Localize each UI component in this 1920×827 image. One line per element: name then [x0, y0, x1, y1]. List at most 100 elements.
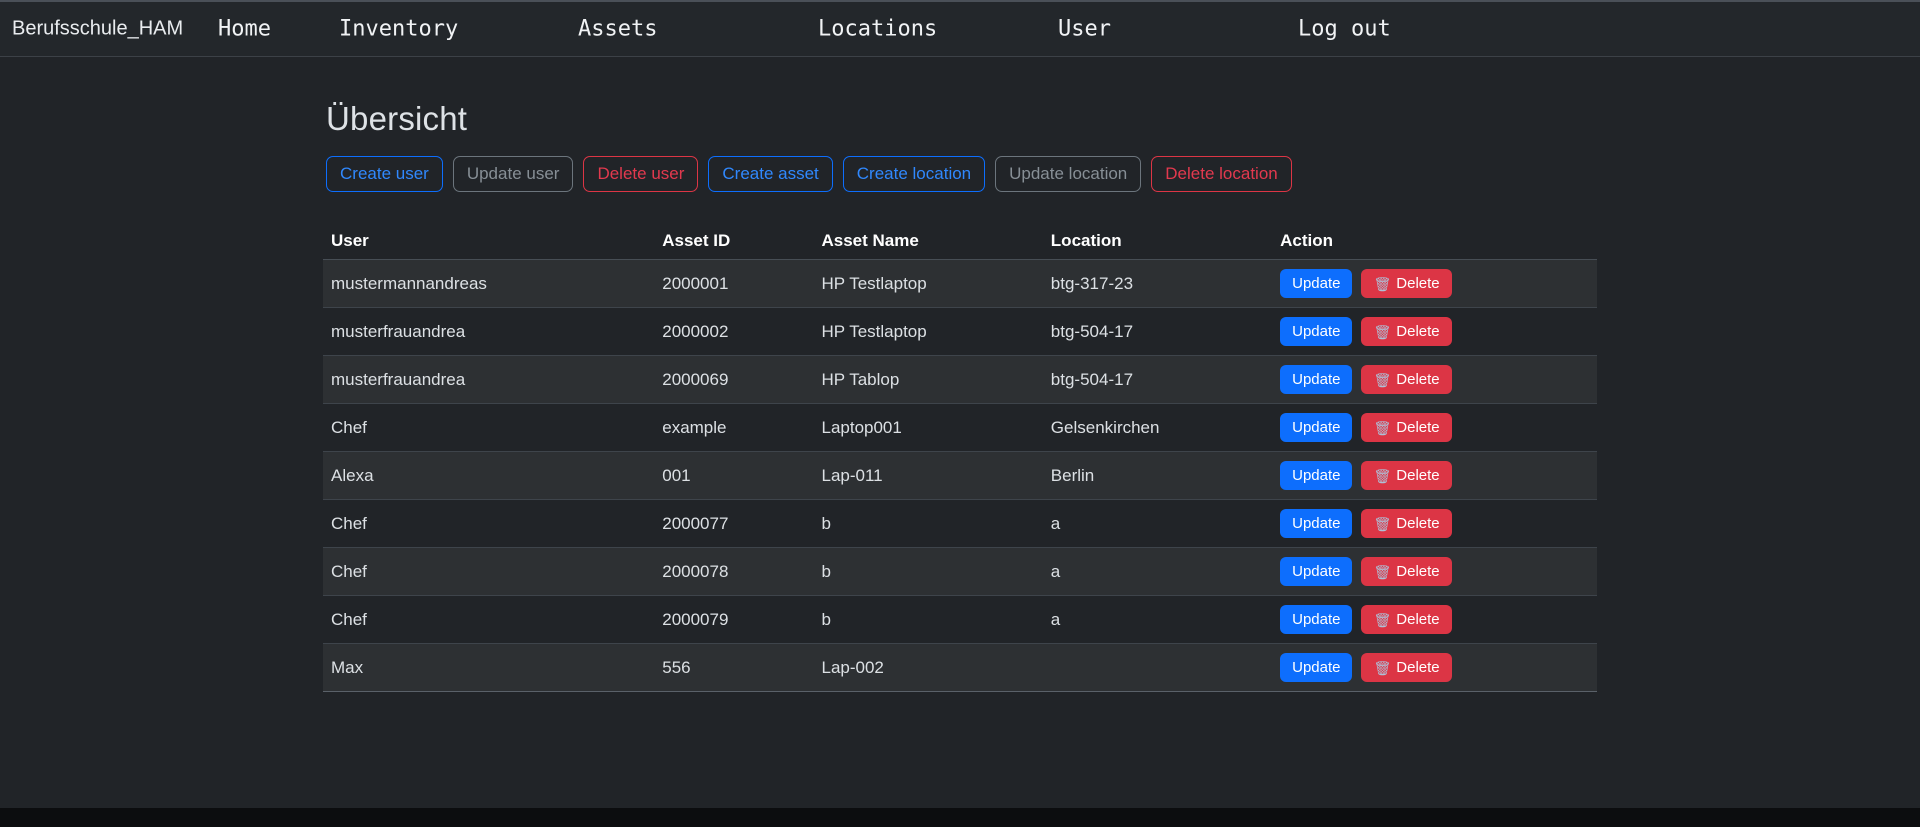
update-user-button[interactable]: Update user	[452, 156, 574, 192]
cell-asset-id: example	[654, 403, 814, 452]
cell-action: Update 🗑 Delete	[1272, 259, 1597, 308]
cell-asset-id: 001	[654, 451, 814, 500]
asset-table: User Asset ID Asset Name Location Action…	[323, 223, 1597, 692]
cell-user: Chef	[323, 403, 655, 452]
navbar-brand[interactable]: Berufsschule_HAM	[12, 17, 184, 40]
delete-button[interactable]: 🗑 Delete	[1361, 317, 1452, 346]
cell-user: Chef	[323, 595, 655, 644]
cell-asset-name: HP Testlaptop	[813, 307, 1043, 356]
table-row: mustermannandreas 2000001 HP Testlaptop …	[323, 259, 1597, 308]
update-button[interactable]: Update	[1280, 461, 1353, 490]
trash-icon: 🗑	[1373, 371, 1392, 388]
bottom-screen-strip	[0, 808, 1920, 827]
table-row: Chef example Laptop001 Gelsenkirchen Upd…	[323, 403, 1597, 452]
cell-asset-id: 2000079	[654, 595, 814, 644]
cell-location: btg-504-17	[1042, 355, 1273, 404]
cell-location: btg-317-23	[1042, 259, 1273, 308]
delete-button[interactable]: 🗑 Delete	[1361, 413, 1452, 442]
cell-asset-id: 2000069	[654, 355, 814, 404]
cell-asset-id: 2000002	[654, 307, 814, 356]
cell-location: Gelsenkirchen	[1042, 403, 1273, 452]
update-button[interactable]: Update	[1280, 557, 1353, 586]
delete-user-button[interactable]: Delete user	[583, 156, 699, 192]
table-row: Chef 2000078 b a Update 🗑 Delete	[323, 547, 1597, 596]
cell-asset-name: b	[813, 547, 1043, 596]
delete-button[interactable]: 🗑 Delete	[1361, 269, 1452, 298]
update-button[interactable]: Update	[1280, 509, 1353, 538]
cell-location: a	[1042, 547, 1273, 596]
cell-user: mustermannandreas	[323, 259, 655, 308]
cell-asset-id: 556	[654, 643, 814, 692]
column-header-asset-id: Asset ID	[654, 223, 814, 260]
cell-asset-name: b	[813, 595, 1043, 644]
cell-asset-name: b	[813, 499, 1043, 548]
cell-user: Chef	[323, 547, 655, 596]
table-row: Alexa 001 Lap-011 Berlin Update 🗑 Delete	[323, 451, 1597, 500]
cell-action: Update 🗑 Delete	[1272, 595, 1597, 644]
trash-icon: 🗑	[1373, 467, 1392, 484]
delete-button[interactable]: 🗑 Delete	[1361, 653, 1452, 682]
cell-action: Update 🗑 Delete	[1272, 355, 1597, 404]
nav-item-log-out[interactable]: Log out	[1298, 16, 1391, 42]
trash-icon: 🗑	[1373, 419, 1392, 436]
cell-location: a	[1042, 595, 1273, 644]
delete-button[interactable]: 🗑 Delete	[1361, 509, 1452, 538]
nav-item-home[interactable]: Home	[218, 16, 271, 42]
cell-user: musterfrauandrea	[323, 355, 655, 404]
cell-asset-id: 2000077	[654, 499, 814, 548]
cell-asset-id: 2000001	[654, 259, 814, 308]
trash-icon: 🗑	[1373, 323, 1392, 340]
nav-item-inventory[interactable]: Inventory	[339, 16, 459, 42]
cell-asset-name: HP Testlaptop	[813, 259, 1043, 308]
nav-item-locations[interactable]: Locations	[818, 16, 938, 42]
page-title: Übersicht	[326, 100, 468, 137]
update-button[interactable]: Update	[1280, 413, 1353, 442]
nav-item-assets[interactable]: Assets	[578, 16, 658, 42]
update-button[interactable]: Update	[1280, 317, 1353, 346]
cell-user: musterfrauandrea	[323, 307, 655, 356]
cell-location: btg-504-17	[1042, 307, 1273, 356]
create-location-button[interactable]: Create location	[842, 156, 986, 192]
delete-button[interactable]: 🗑 Delete	[1361, 557, 1452, 586]
toolbar: Create user Update user Delete user Create …	[326, 156, 1597, 192]
column-header-asset-name: Asset Name	[813, 223, 1043, 260]
trash-icon: 🗑	[1373, 275, 1392, 292]
delete-button[interactable]: 🗑 Delete	[1361, 461, 1452, 490]
cell-asset-name: Lap-002	[813, 643, 1043, 692]
delete-button[interactable]: 🗑 Delete	[1361, 605, 1452, 634]
update-button[interactable]: Update	[1280, 365, 1353, 394]
update-button[interactable]: Update	[1280, 605, 1353, 634]
cell-asset-name: Lap-011	[813, 451, 1043, 500]
cell-location: a	[1042, 499, 1273, 548]
trash-icon: 🗑	[1373, 659, 1392, 676]
table-row: Chef 2000077 b a Update 🗑 Delete	[323, 499, 1597, 548]
nav-item-user[interactable]: User	[1058, 16, 1111, 42]
create-asset-button[interactable]: Create asset	[708, 156, 833, 192]
cell-action: Update 🗑 Delete	[1272, 499, 1597, 548]
create-user-button[interactable]: Create user	[326, 156, 443, 192]
update-location-button[interactable]: Update location	[995, 156, 1142, 192]
cell-asset-name: HP Tablop	[813, 355, 1043, 404]
table-body: mustermannandreas 2000001 HP Testlaptop …	[323, 259, 1597, 692]
cell-action: Update 🗑 Delete	[1272, 643, 1597, 692]
update-button[interactable]: Update	[1280, 653, 1353, 682]
cell-action: Update 🗑 Delete	[1272, 403, 1597, 452]
cell-location	[1042, 643, 1273, 692]
table-header-row: User Asset ID Asset Name Location Action	[323, 223, 1597, 260]
cell-asset-id: 2000078	[654, 547, 814, 596]
cell-user: Alexa	[323, 451, 655, 500]
cell-action: Update 🗑 Delete	[1272, 451, 1597, 500]
table-row: Max 556 Lap-002 Update 🗑 Delete	[323, 643, 1597, 692]
trash-icon: 🗑	[1373, 563, 1392, 580]
update-button[interactable]: Update	[1280, 269, 1353, 298]
cell-user: Chef	[323, 499, 655, 548]
column-header-user: User	[323, 223, 655, 260]
delete-location-button[interactable]: Delete location	[1151, 156, 1292, 192]
trash-icon: 🗑	[1373, 611, 1392, 628]
column-header-action: Action	[1272, 223, 1597, 260]
trash-icon: 🗑	[1373, 515, 1392, 532]
delete-button[interactable]: 🗑 Delete	[1361, 365, 1452, 394]
cell-asset-name: Laptop001	[813, 403, 1043, 452]
table-row: musterfrauandrea 2000002 HP Testlaptop b…	[323, 307, 1597, 356]
cell-location: Berlin	[1042, 451, 1273, 500]
